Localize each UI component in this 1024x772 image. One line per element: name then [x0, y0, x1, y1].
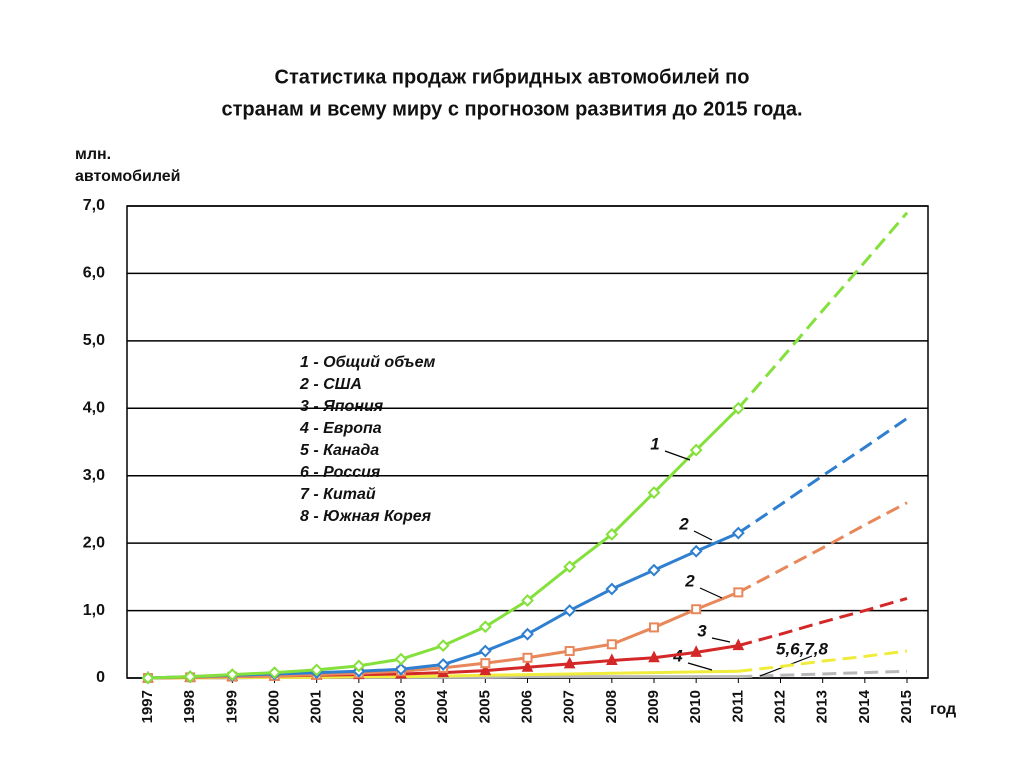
marker [606, 639, 617, 650]
x-tick-label: 2012 [771, 690, 788, 723]
marker [606, 653, 618, 665]
legend-entry: 3 - Япония [300, 398, 384, 415]
x-tick-label: 2003 [392, 690, 409, 723]
y-axis-label: автомобилей [75, 168, 181, 185]
marker [310, 663, 324, 677]
y-tick-label: 6,0 [83, 265, 105, 282]
marker [480, 658, 491, 669]
x-tick-label: 2013 [814, 690, 831, 723]
marker [436, 639, 450, 653]
x-tick-label: 1999 [223, 690, 240, 723]
y-tick-label: 2,0 [83, 534, 105, 551]
y-axis-label: млн. [75, 146, 111, 163]
marker [647, 486, 661, 499]
y-tick-label: 0 [96, 669, 105, 686]
plot-area [126, 205, 929, 679]
forecast-line [737, 501, 908, 594]
legend-entry: 5 - Канада [300, 442, 379, 459]
marker [691, 604, 702, 615]
marker [352, 659, 366, 673]
forecast-line [737, 211, 909, 410]
annotation-leader [699, 587, 723, 599]
marker [478, 644, 492, 658]
x-tick-label: 2001 [308, 690, 325, 723]
annotation-leader [711, 637, 731, 643]
annotation-leader [664, 450, 691, 461]
marker [690, 645, 702, 657]
marker [183, 670, 197, 684]
x-tick-label: 2004 [434, 689, 451, 723]
marker [521, 627, 534, 641]
marker [689, 544, 703, 558]
series-line [147, 531, 739, 680]
x-tick-label: 1997 [139, 690, 156, 723]
legend-entry: 1 - Общий объем [300, 354, 436, 371]
marker [605, 582, 619, 596]
marker [564, 646, 575, 657]
marker [563, 560, 577, 574]
y-tick-label: 4,0 [83, 400, 105, 417]
marker [268, 666, 281, 680]
forecast-line [737, 596, 908, 648]
marker [731, 526, 745, 540]
x-tick-label: 2010 [687, 690, 704, 723]
x-tick-label: 2011 [729, 690, 746, 723]
marker [225, 668, 239, 682]
x-tick-label: 2015 [898, 690, 915, 723]
marker [649, 622, 659, 633]
marker [733, 587, 744, 598]
x-tick-label: 1998 [181, 690, 198, 723]
forecast-line [737, 417, 908, 535]
marker [141, 671, 155, 685]
forecast-line [738, 649, 908, 673]
marker [731, 401, 745, 415]
y-tick-label: 5,0 [83, 332, 105, 349]
marker [479, 663, 492, 676]
marker [394, 662, 408, 676]
marker [478, 620, 492, 634]
marker [563, 656, 576, 669]
y-tick-label: 1,0 [83, 602, 105, 619]
legend-entry: 7 - Китай [300, 486, 376, 503]
series-label: 1 [650, 434, 659, 453]
x-tick-label: 2009 [645, 690, 662, 723]
marker [689, 443, 703, 457]
marker [521, 660, 534, 672]
legend-entry: 8 - Южная Корея [300, 508, 432, 525]
chart-title: Статистика продаж гибридных автомобилей … [275, 66, 750, 88]
legend-entry: 2 - США [299, 376, 362, 393]
series-label: 2 [678, 514, 689, 533]
series-label: 3 [697, 621, 707, 640]
marker [732, 638, 745, 651]
marker [647, 563, 661, 577]
marker [436, 658, 450, 671]
marker [563, 604, 577, 617]
marker [521, 594, 534, 607]
x-tick-label: 2007 [561, 690, 578, 723]
legend-entry: 6 - Россия [300, 464, 381, 481]
series-label: 2 [684, 571, 695, 590]
x-tick-label: 2000 [265, 690, 282, 723]
annotation-leader [693, 530, 713, 541]
legend-entry: 4 - Европа [299, 420, 382, 437]
x-tick-label: 2008 [603, 690, 620, 723]
x-tick-label: 2005 [476, 690, 493, 723]
chart-title: странам и всему миру с прогнозом развити… [221, 98, 802, 120]
x-tick-label: 2014 [856, 689, 873, 723]
marker [522, 652, 533, 663]
marker [648, 650, 660, 663]
annotation-leader [687, 662, 713, 671]
series-label: 5,6,7,8 [776, 639, 829, 658]
y-tick-label: 3,0 [83, 467, 105, 484]
y-tick-label: 7,0 [83, 197, 105, 214]
x-tick-label: 2006 [518, 690, 535, 723]
marker [394, 652, 408, 666]
x-axis-label: год [930, 701, 956, 718]
forecast-line [738, 669, 908, 679]
x-tick-label: 2002 [350, 690, 367, 723]
marker [605, 527, 619, 541]
